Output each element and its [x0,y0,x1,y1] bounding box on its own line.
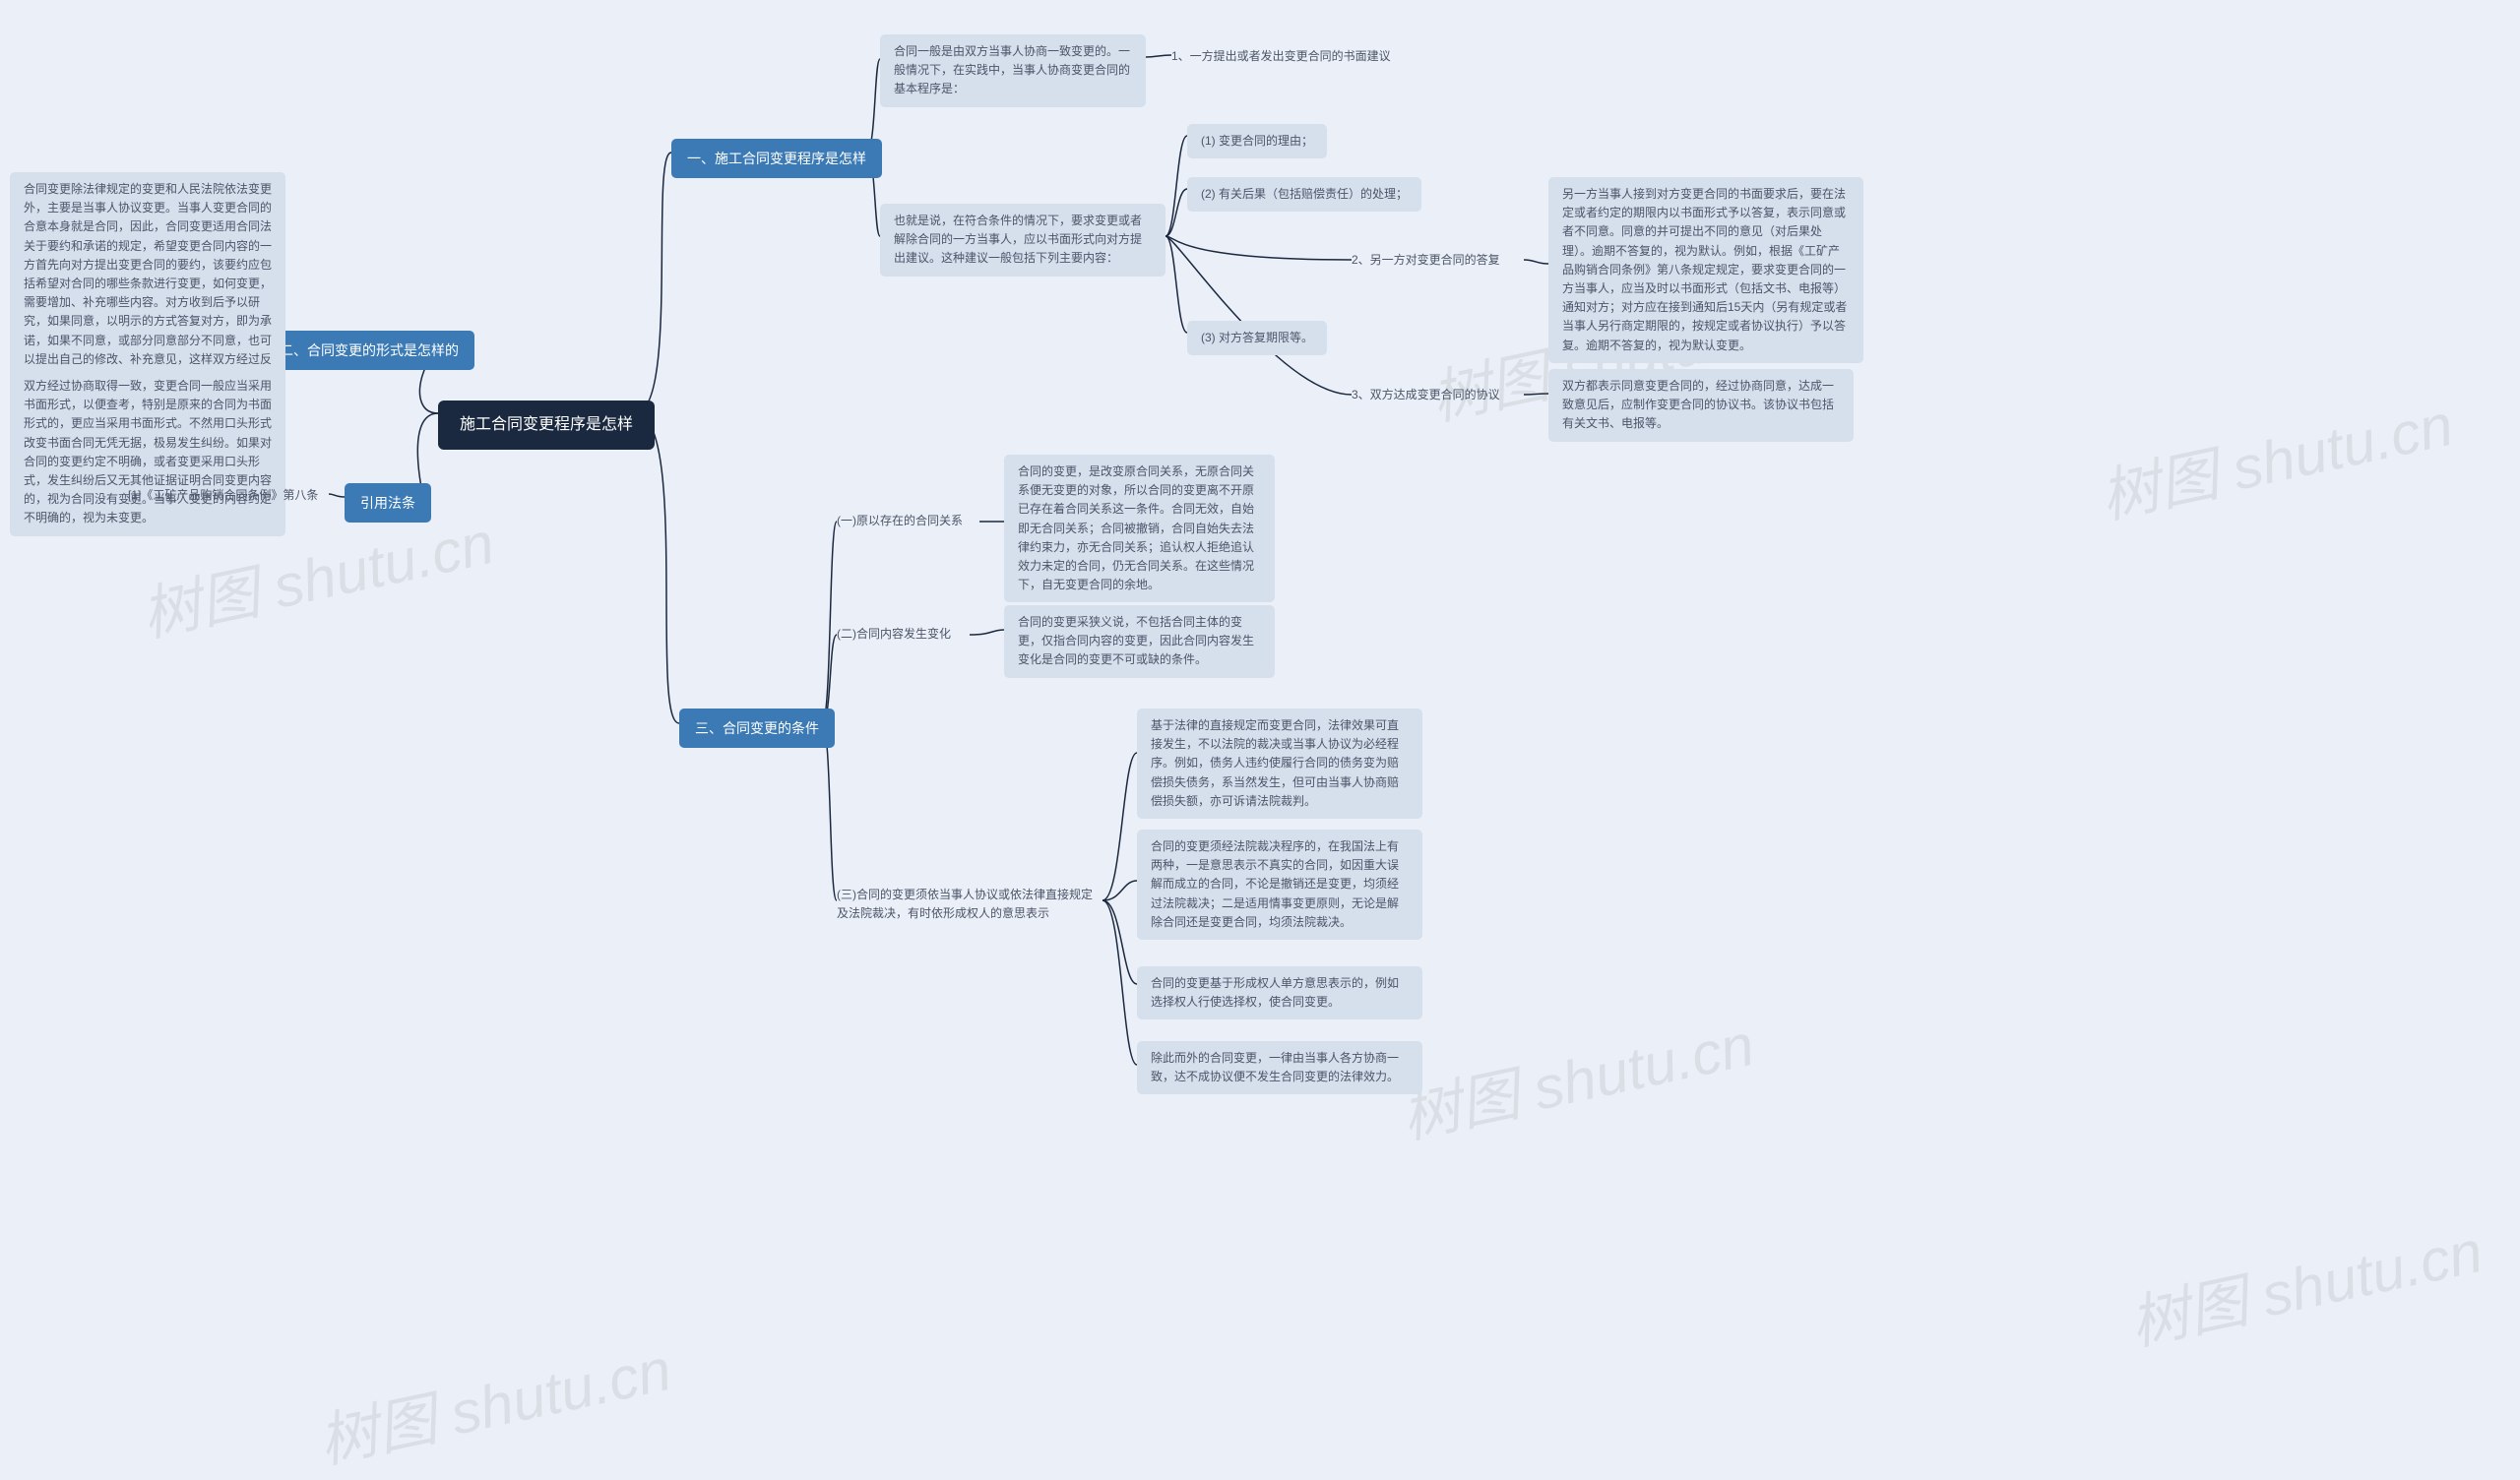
label-node: 1、一方提出或者发出变更合同的书面建议 [1171,47,1391,66]
leaf-node[interactable]: 另一方当事人接到对方变更合同的书面要求后，要在法定或者约定的期限内以书面形式予以… [1548,177,1863,363]
leaf-node[interactable]: 合同变更除法律规定的变更和人民法院依法变更外，主要是当事人协议变更。当事人变更合… [10,172,285,396]
leaf-node[interactable]: 也就是说，在符合条件的情况下，要求变更或者解除合同的一方当事人，应以书面形式向对… [880,204,1166,277]
watermark: 树图 shutu.cn [2092,377,2460,535]
leaf-node[interactable]: 合同一般是由双方当事人协商一致变更的。一般情况下，在实践中，当事人协商变更合同的… [880,34,1146,107]
label-node: (三)合同的变更须依当事人协议或依法律直接规定及法院裁决，有时依形成权人的意思表… [837,886,1102,923]
label-node: 2、另一方对变更合同的答复 [1352,251,1500,270]
label-node: [1]《工矿产品购销合同条例》第八条 [128,486,318,505]
root-node[interactable]: 施工合同变更程序是怎样 [438,401,655,450]
watermark: 树图 shutu.cn [1393,997,1761,1155]
leaf-node[interactable]: (2) 有关后果（包括赔偿责任）的处理； [1187,177,1421,212]
leaf-node[interactable]: 基于法律的直接规定而变更合同，法律效果可直接发生，不以法院的裁决或当事人协议为必… [1137,709,1422,819]
leaf-node[interactable]: 合同的变更基于形成权人单方意思表示的，例如选择权人行使选择权，使合同变更。 [1137,966,1422,1019]
leaf-node[interactable]: 合同的变更须经法院裁决程序的，在我国法上有两种，一是意思表示不真实的合同，如因重… [1137,830,1422,940]
branch-node-4[interactable]: 引用法条 [345,483,431,523]
label-node: (二)合同内容发生变化 [837,625,951,644]
leaf-node[interactable]: 合同的变更，是改变原合同关系，无原合同关系便无变更的对象，所以合同的变更离不开原… [1004,455,1275,602]
branch-node-2[interactable]: 二、合同变更的形式是怎样的 [264,331,474,370]
branch-node-1[interactable]: 一、施工合同变更程序是怎样 [671,139,882,178]
leaf-node[interactable]: (3) 对方答复期限等。 [1187,321,1327,355]
watermark: 树图 shutu.cn [310,1322,678,1480]
leaf-node[interactable]: 除此而外的合同变更，一律由当事人各方协商一致，达不成协议便不发生合同变更的法律效… [1137,1041,1422,1094]
label-node: 3、双方达成变更合同的协议 [1352,386,1500,404]
watermark: 树图 shutu.cn [2121,1203,2489,1362]
leaf-node[interactable]: 双方都表示同意变更合同的，经过协商同意，达成一致意见后，应制作变更合同的协议书。… [1548,369,1854,442]
leaf-node[interactable]: 合同的变更采狭义说，不包括合同主体的变更，仅指合同内容的变更，因此合同内容发生变… [1004,605,1275,678]
label-node: (一)原以存在的合同关系 [837,512,963,530]
branch-node-3[interactable]: 三、合同变更的条件 [679,709,835,748]
leaf-node[interactable]: (1) 变更合同的理由； [1187,124,1327,158]
leaf-node[interactable]: 双方经过协商取得一致，变更合同一般应当采用书面形式，以便查考，特别是原来的合同为… [10,369,285,536]
